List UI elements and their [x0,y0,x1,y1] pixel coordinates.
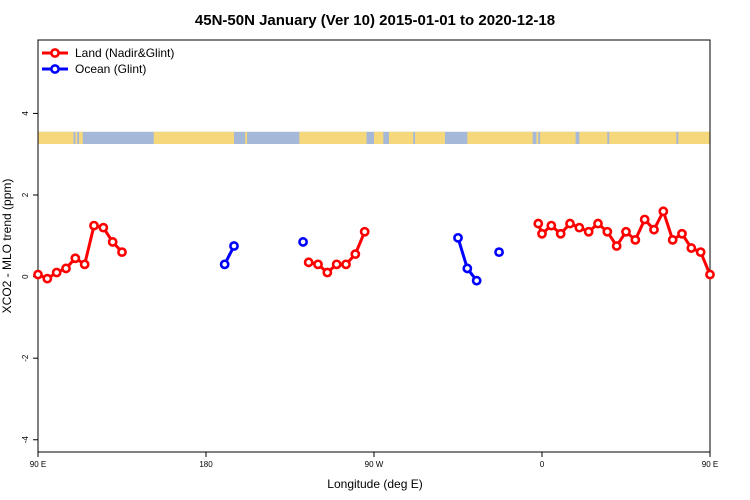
map-land-patch [609,131,677,145]
land-data-point [313,259,323,270]
y-tick-label: 4 [21,111,30,116]
y-tick-label: -2 [21,354,30,362]
plot-area [37,39,711,453]
land-data-point [565,218,575,229]
ocean-data-point [494,247,504,258]
land-data-point [533,218,544,229]
land-data-point [79,259,90,270]
legend-ocean-label: Ocean (Glint) [75,62,146,76]
y-tick-label: -4 [21,436,30,444]
land-data-point [51,267,62,278]
land-data-point [611,241,622,251]
land-data-point [341,259,351,270]
x-tick-label: 0 [540,460,545,469]
land-data-point [677,228,687,239]
land-data-point [649,224,659,235]
land-data-point [303,257,314,268]
land-data-point [667,234,678,245]
land-data-point [705,269,715,280]
land-data-point [639,214,650,225]
land-data-point [574,222,585,233]
y-tick-label: 0 [21,274,30,279]
map-land-patch [153,131,234,145]
legend-land-marker [50,48,60,58]
y-axis-label: XCO2 - MLO trend (ppm) [0,179,14,314]
land-series-line [37,223,124,281]
land-data-point [61,263,71,274]
map-land-patch [388,131,414,145]
land-data-point [537,228,547,239]
land-data-point [546,220,557,231]
land-data-point [89,220,99,231]
ocean-data-point [462,263,473,274]
land-data-point [686,243,697,253]
x-axis-label: Longitude (deg E) [327,477,422,491]
land-data-point [107,237,118,247]
map-land-patch [299,131,367,145]
map-land-patch [536,131,539,145]
land-data-point [117,247,127,258]
land-data-point [555,228,566,239]
land-data-point [359,226,370,237]
land-data-point [350,249,361,260]
land-data-point [593,218,603,229]
x-tick-label: 90 W [365,460,384,469]
land-data-point [630,234,641,245]
y-tick-label: 2 [21,192,30,197]
land-data-point [602,226,613,237]
map-land-patch [540,131,576,145]
ocean-data-point [219,259,230,270]
map-land-patch [579,131,608,145]
land-data-point [33,269,43,280]
map-land-patch [75,131,78,145]
x-tick-label: 180 [199,460,213,469]
map-land-patch [678,131,710,145]
map-land-patch [245,131,248,145]
map-land-patch [38,131,74,145]
land-data-point [331,259,342,270]
land-data-point [658,206,669,217]
ocean-data-point [471,275,482,286]
legend: Land (Nadir&Glint) Ocean (Glint) [42,46,174,76]
map-land-patch [374,131,384,145]
ocean-data-point [298,237,308,247]
series-layer [33,206,715,286]
land-data-point [322,267,333,278]
legend-land-label: Land (Nadir&Glint) [75,46,174,60]
map-land-patch [79,131,83,145]
x-tick-label: 90 E [30,460,46,469]
x-axis: 90 E 180 90 W 0 90 E [30,452,718,469]
ocean-data-point [453,232,463,243]
x-tick-label: 90 E [702,460,718,469]
land-series-line [536,207,712,276]
map-strip [38,131,710,145]
map-land-patch [415,131,445,145]
land-data-point [42,273,53,284]
ocean-series-line [456,237,478,282]
legend-ocean-marker [50,64,60,74]
land-data-point [621,226,631,237]
ocean-data-point [229,241,239,251]
land-data-point [70,253,81,264]
land-data-point [583,226,594,237]
land-data-point [695,247,706,258]
chart-title: 45N-50N January (Ver 10) 2015-01-01 to 2… [195,12,555,29]
map-land-patch [467,131,533,145]
land-data-point [98,222,109,233]
